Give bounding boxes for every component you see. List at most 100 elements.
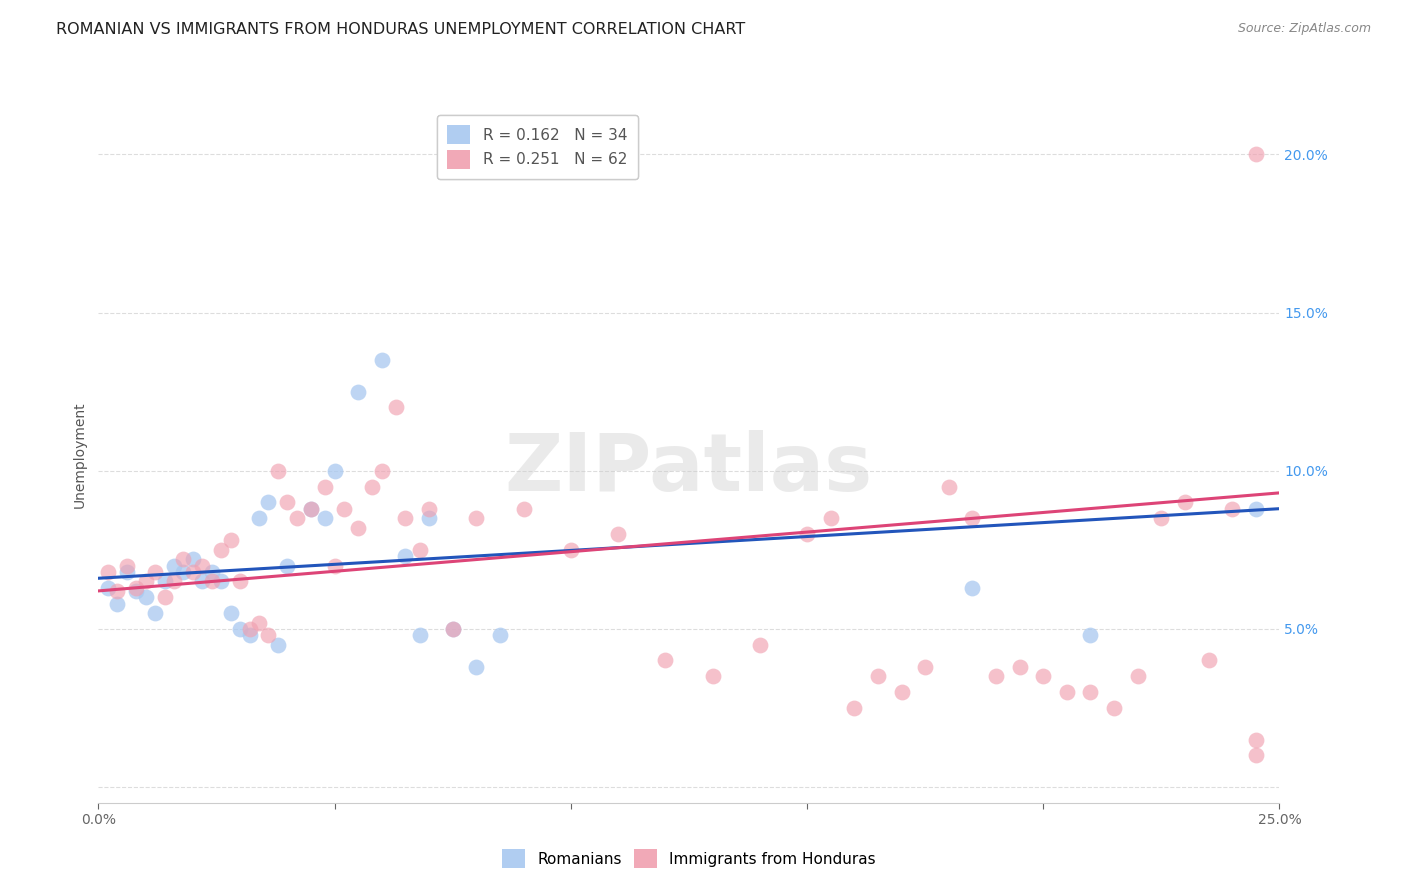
Point (239, 622, 262, 636)
Point (163, 574, 186, 589)
Text: Source: ZipAtlas.com: Source: ZipAtlas.com (1237, 22, 1371, 36)
Point (441, 622, 464, 636)
Point (465, 660, 488, 674)
Point (219, 606, 242, 620)
Point (181, 552, 204, 566)
Point (890, 685, 912, 699)
Point (702, 669, 724, 683)
Point (607, 527, 630, 541)
Point (1244, 732, 1267, 747)
Point (1150, 511, 1173, 525)
Point (115, 565, 138, 579)
Point (97, 581, 120, 595)
Point (239, 628, 262, 642)
Point (153, 574, 176, 589)
Point (333, 501, 356, 516)
Point (512, 501, 534, 516)
Point (1220, 501, 1243, 516)
Point (97, 565, 120, 579)
Point (1244, 748, 1267, 763)
Point (257, 628, 280, 642)
Point (219, 533, 242, 548)
Point (394, 549, 416, 563)
Point (938, 479, 960, 493)
Point (1032, 669, 1054, 683)
Point (914, 660, 936, 674)
Point (820, 511, 842, 525)
Point (371, 353, 394, 368)
Point (844, 701, 866, 715)
Point (465, 511, 488, 525)
Point (105, 597, 128, 611)
Point (125, 583, 148, 598)
Point (1244, 501, 1267, 516)
Point (247, 511, 270, 525)
Point (276, 558, 298, 573)
Point (560, 542, 582, 557)
Point (1056, 685, 1078, 699)
Point (172, 565, 194, 579)
Point (247, 615, 270, 630)
Point (314, 479, 336, 493)
Point (1198, 653, 1220, 667)
Point (1008, 660, 1031, 674)
Point (299, 501, 322, 516)
Point (962, 511, 984, 525)
Point (181, 565, 204, 579)
Point (191, 558, 214, 573)
Legend: R = 0.162   N = 34, R = 0.251   N = 62: R = 0.162 N = 34, R = 0.251 N = 62 (437, 115, 638, 179)
Point (125, 581, 148, 595)
Point (143, 606, 166, 620)
Point (153, 591, 176, 605)
Point (229, 622, 252, 636)
Point (1126, 669, 1149, 683)
Point (276, 495, 298, 509)
Point (418, 511, 440, 525)
Point (201, 565, 224, 579)
Point (984, 669, 1007, 683)
Point (347, 384, 370, 399)
Point (314, 511, 336, 525)
Text: ROMANIAN VS IMMIGRANTS FROM HONDURAS UNEMPLOYMENT CORRELATION CHART: ROMANIAN VS IMMIGRANTS FROM HONDURAS UNE… (56, 22, 745, 37)
Point (172, 552, 194, 566)
Point (135, 591, 157, 605)
Point (489, 628, 512, 642)
Point (408, 542, 430, 557)
Point (323, 464, 346, 478)
Point (257, 495, 280, 509)
Point (796, 527, 818, 541)
Point (1244, 147, 1267, 161)
Point (105, 583, 128, 598)
Point (1080, 628, 1102, 642)
Point (209, 542, 232, 557)
Point (201, 574, 224, 589)
Point (441, 622, 464, 636)
Point (229, 574, 252, 589)
Point (267, 464, 290, 478)
Point (748, 638, 770, 652)
Point (299, 501, 322, 516)
Point (361, 479, 384, 493)
Point (347, 521, 370, 535)
Point (394, 511, 416, 525)
Point (654, 653, 676, 667)
Point (385, 401, 408, 415)
Y-axis label: Unemployment: Unemployment (73, 401, 87, 508)
Point (1174, 495, 1197, 509)
Point (408, 628, 430, 642)
Point (323, 558, 346, 573)
Point (371, 464, 394, 478)
Point (962, 581, 984, 595)
Point (135, 574, 157, 589)
Point (143, 565, 166, 579)
Point (866, 669, 889, 683)
Point (115, 558, 138, 573)
Point (285, 511, 308, 525)
Text: ZIPatlas: ZIPatlas (505, 430, 873, 508)
Point (191, 574, 214, 589)
Point (1102, 701, 1125, 715)
Point (267, 638, 290, 652)
Legend: Romanians, Immigrants from Honduras: Romanians, Immigrants from Honduras (495, 841, 883, 875)
Point (163, 558, 186, 573)
Point (1080, 685, 1102, 699)
